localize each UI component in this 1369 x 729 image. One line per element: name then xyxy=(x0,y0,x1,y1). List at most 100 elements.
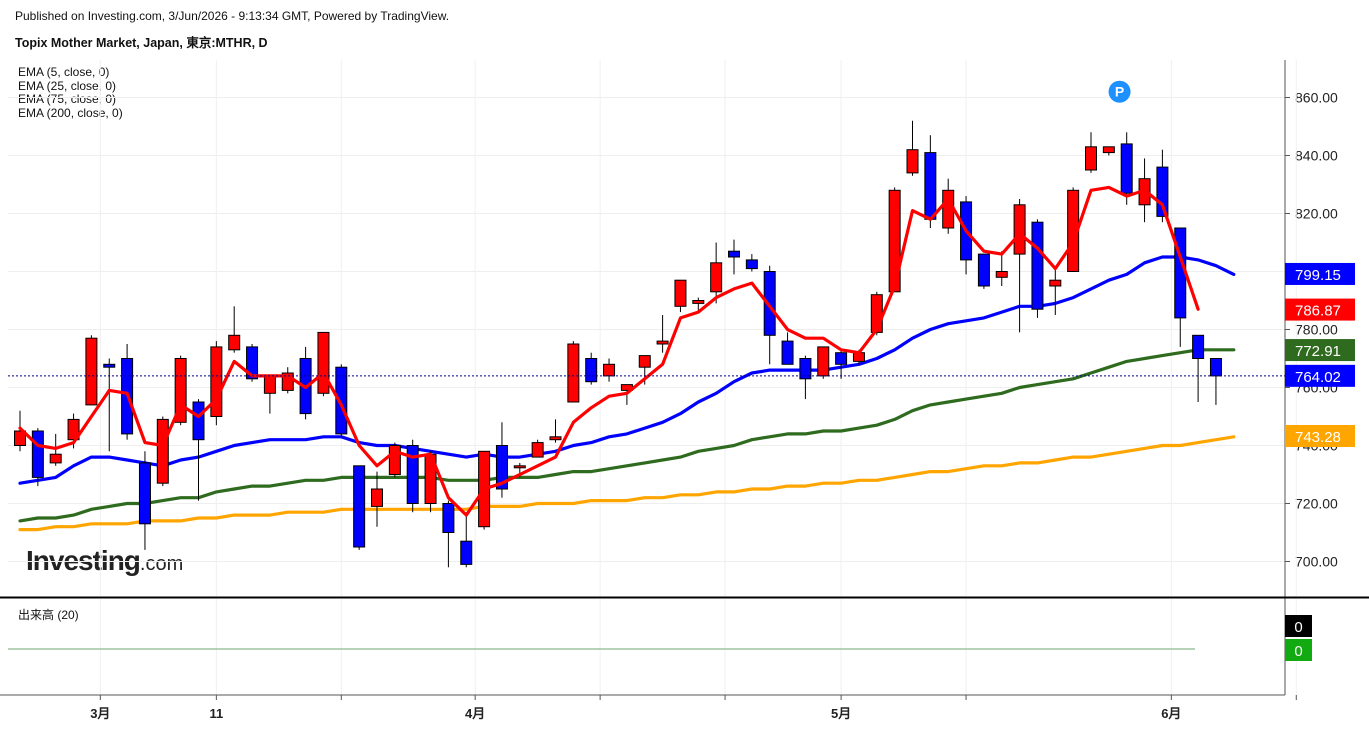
y-tick-label: 720.00 xyxy=(1295,496,1338,512)
volume-badge: 0 xyxy=(1285,615,1312,637)
candle-body xyxy=(763,271,776,336)
candle xyxy=(835,349,848,379)
candle-body xyxy=(317,331,330,394)
candle xyxy=(353,465,366,550)
candle-body xyxy=(1120,143,1133,194)
candle xyxy=(335,364,348,437)
legend-ema75[interactable]: EMA (75, close, 0) xyxy=(18,92,117,107)
candle-body xyxy=(156,418,169,484)
x-tick-label: 6月 xyxy=(1161,706,1181,721)
price-badge-text: 786.87 xyxy=(1295,303,1341,320)
candle xyxy=(156,416,169,487)
candle xyxy=(728,239,740,275)
candle-body xyxy=(388,445,401,475)
volume-badge-text: 0 xyxy=(1294,643,1302,660)
candle-body xyxy=(174,358,187,423)
candle xyxy=(817,346,830,379)
legend-ema200[interactable]: EMA (200, close, 0) xyxy=(18,105,123,120)
price-badge-ema25: 799.15 xyxy=(1285,262,1355,285)
y-tick-label: 820.00 xyxy=(1295,206,1338,222)
candle-body xyxy=(692,300,705,304)
legend-ema25[interactable]: EMA (25, close, 0) xyxy=(18,78,117,93)
candle xyxy=(371,471,383,527)
candle-body xyxy=(549,436,562,441)
candle-body xyxy=(995,271,1008,278)
price-badge-bg xyxy=(1285,298,1355,321)
candle-body xyxy=(14,430,26,446)
candle xyxy=(1192,334,1205,402)
candle xyxy=(317,331,330,397)
candle-body xyxy=(531,442,544,458)
volume-badge-bg xyxy=(1285,639,1312,661)
volume-label[interactable]: 出来高 (20) xyxy=(18,608,79,622)
published-info: Published on Investing.com, 3/Jun/2026 -… xyxy=(15,9,450,23)
candle xyxy=(1049,268,1062,315)
candle xyxy=(174,355,187,426)
candle xyxy=(995,251,1008,286)
candle xyxy=(585,352,598,385)
price-badge-bg xyxy=(1285,339,1355,362)
candle-body xyxy=(906,149,919,174)
candle xyxy=(1156,149,1169,223)
candle xyxy=(138,451,151,550)
candle xyxy=(495,422,508,498)
candle xyxy=(85,335,98,406)
candle-body xyxy=(495,445,508,490)
candle-body xyxy=(799,358,812,380)
series-line-ema25 xyxy=(18,255,1236,485)
candle-body xyxy=(263,375,276,394)
candle-body xyxy=(674,279,687,307)
candle xyxy=(781,332,794,365)
candle-body xyxy=(638,355,651,368)
candle-body xyxy=(1209,358,1222,377)
candle-body xyxy=(942,189,955,229)
candle-body xyxy=(460,540,473,565)
candle xyxy=(745,254,758,272)
candle xyxy=(228,306,241,353)
x-tick-label: 4月 xyxy=(465,706,485,721)
x-tick-label: 11 xyxy=(209,706,223,721)
candle xyxy=(710,242,723,304)
logo-suffix: .com xyxy=(139,553,184,575)
candle xyxy=(406,439,419,513)
y-tick-label: 840.00 xyxy=(1295,148,1338,164)
series-line-ema75 xyxy=(18,348,1236,523)
candle-body xyxy=(406,445,419,504)
candle-body xyxy=(67,418,80,441)
candle xyxy=(1209,358,1222,405)
candle xyxy=(656,315,669,353)
candle-body xyxy=(31,430,44,478)
price-badge-bg xyxy=(1285,262,1355,285)
candle-body xyxy=(281,372,294,391)
candle-body xyxy=(835,352,848,365)
candle-body xyxy=(710,262,723,293)
candle-body xyxy=(977,253,990,287)
marker-circle xyxy=(1108,80,1131,103)
candle xyxy=(799,355,812,400)
logo-main: Investing xyxy=(26,545,141,576)
candle-body xyxy=(1085,146,1097,171)
candle-body xyxy=(1049,279,1062,287)
price-badge-text: 764.02 xyxy=(1295,369,1341,386)
candle-body xyxy=(781,340,794,365)
marker-label: P xyxy=(1115,84,1124,100)
price-badge-text: 772.91 xyxy=(1295,343,1341,360)
candle xyxy=(1031,219,1044,318)
candle-body xyxy=(1156,166,1169,217)
investing-logo: Investing.com xyxy=(26,545,183,577)
candle xyxy=(1120,132,1133,205)
candle-body xyxy=(513,465,526,469)
price-badge-text: 743.28 xyxy=(1295,429,1341,446)
candle-body xyxy=(1102,146,1115,154)
candle xyxy=(103,358,116,452)
candle-body xyxy=(371,488,383,507)
candle-body xyxy=(246,346,259,380)
volume-badge-text: 0 xyxy=(1294,619,1302,636)
legend-ema5[interactable]: EMA (5, close, 0) xyxy=(18,65,110,79)
candle-body xyxy=(567,343,580,403)
candle xyxy=(1085,132,1097,173)
y-tick-label: 860.00 xyxy=(1295,90,1338,106)
candle xyxy=(14,410,26,452)
candle-body xyxy=(442,503,455,533)
